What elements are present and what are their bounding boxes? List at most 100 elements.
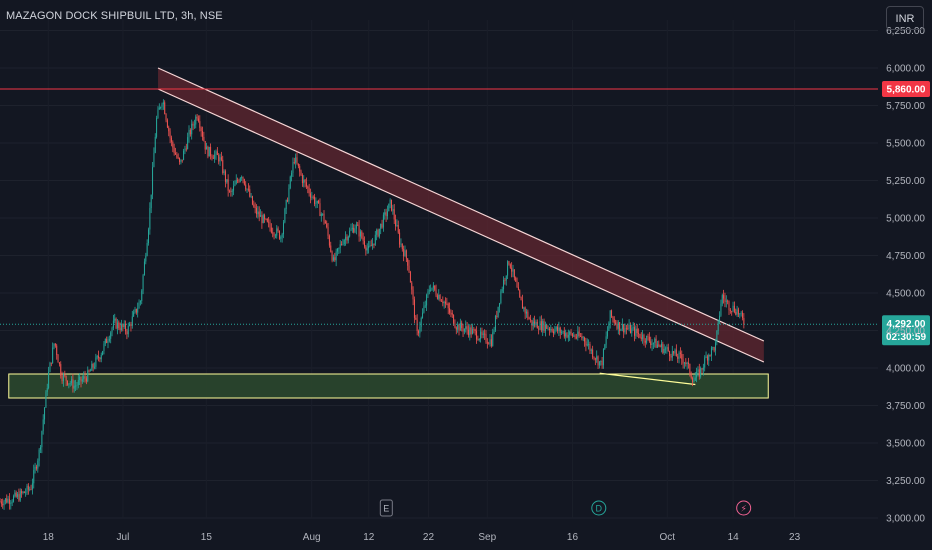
candle-body [197, 118, 199, 122]
candle-body [650, 341, 652, 346]
price-tick-label: 6,250.00 [886, 26, 925, 37]
candle-body [169, 131, 171, 138]
candle-body [439, 294, 441, 301]
candle-body [268, 221, 270, 223]
time-tick-label: Sep [478, 532, 496, 543]
candle-body [251, 196, 253, 205]
candle-body [559, 327, 561, 333]
candle-body [185, 148, 187, 150]
candle-body [137, 308, 139, 313]
time-axis[interactable]: 18 Jul 15 Aug 12 22 Sep 16 Oct 14 23 [43, 532, 801, 543]
candle-body [531, 319, 533, 326]
currency-button[interactable]: INR [886, 6, 924, 30]
candle-body [35, 466, 37, 469]
candle-body [103, 343, 105, 352]
price-axis[interactable]: 3,000.00 3,250.00 3,500.00 3,750.00 4,000.00… [886, 26, 925, 525]
candle-body [670, 356, 672, 358]
candle-body [44, 407, 46, 420]
candle-body [180, 159, 182, 162]
candle-body [732, 305, 734, 311]
candle-body [500, 291, 502, 304]
candle-body [553, 331, 554, 334]
candle-body [183, 150, 185, 161]
candle-body [617, 322, 619, 329]
candle-body [104, 338, 106, 344]
candle-body [380, 223, 382, 229]
candle-body [46, 388, 48, 392]
candle-body [83, 376, 85, 380]
candle-body [277, 228, 279, 231]
candle-body [273, 233, 275, 236]
candle-body [642, 334, 644, 340]
candle-body [589, 344, 591, 351]
candle-body [706, 356, 708, 361]
candle-body [130, 324, 132, 326]
candle-body [195, 116, 197, 125]
candle-body [705, 356, 707, 358]
candle-body [604, 344, 606, 350]
candle-body [227, 179, 229, 191]
candle-body [408, 265, 410, 273]
candle-body [14, 492, 16, 497]
candle-body [110, 332, 112, 339]
candle-body [453, 314, 455, 325]
candle-body [597, 356, 599, 366]
candle-body [319, 203, 321, 217]
candle-body [480, 331, 482, 339]
candle-body [138, 302, 140, 309]
candle-body [150, 194, 152, 209]
candle-body [449, 308, 451, 313]
candle-body [156, 117, 158, 137]
candle-body [181, 159, 183, 161]
candle-body [202, 131, 203, 137]
candle-body [229, 190, 230, 192]
candle-body [682, 359, 684, 364]
candle-body [596, 356, 598, 360]
candle-body [435, 289, 437, 296]
candle-body [673, 351, 675, 354]
candle-body [353, 227, 355, 233]
candle-body [71, 379, 73, 384]
candle-body [369, 245, 371, 247]
candle-body [743, 318, 745, 325]
chart-grid [0, 20, 878, 519]
candle-body [412, 289, 414, 300]
candle-body [712, 347, 714, 349]
candle-body [621, 324, 623, 330]
candle-body [578, 331, 580, 337]
candle-body [247, 188, 249, 190]
candle-body [218, 155, 220, 162]
candle-body [292, 162, 294, 173]
candle-body [492, 332, 494, 346]
candle-body [509, 264, 511, 268]
candle-body [226, 179, 228, 182]
candle-body [58, 362, 60, 365]
resistance-price-label: 5,860.00 [887, 85, 926, 96]
candle-body [729, 310, 731, 311]
candle-body [300, 171, 302, 176]
candle-body [68, 383, 70, 385]
candle-body [312, 196, 314, 198]
candle-body [416, 319, 418, 331]
candle-body [503, 279, 505, 290]
candle-body [27, 485, 29, 490]
candle-body [543, 321, 545, 332]
candle-body [418, 330, 419, 334]
candle-body [385, 212, 387, 217]
candle-body [534, 321, 536, 326]
candle-body [17, 494, 19, 497]
candle-body [554, 329, 556, 334]
candle-body [320, 214, 322, 217]
candle-body [53, 343, 55, 348]
candle-body [694, 377, 696, 381]
candle-body [30, 489, 32, 491]
candle-body [643, 334, 645, 341]
candle-body [208, 146, 210, 157]
candle-body [266, 219, 268, 222]
candle-body [631, 328, 633, 334]
candle-body [92, 363, 94, 368]
candle-body [440, 300, 442, 302]
candle-body [165, 113, 167, 121]
